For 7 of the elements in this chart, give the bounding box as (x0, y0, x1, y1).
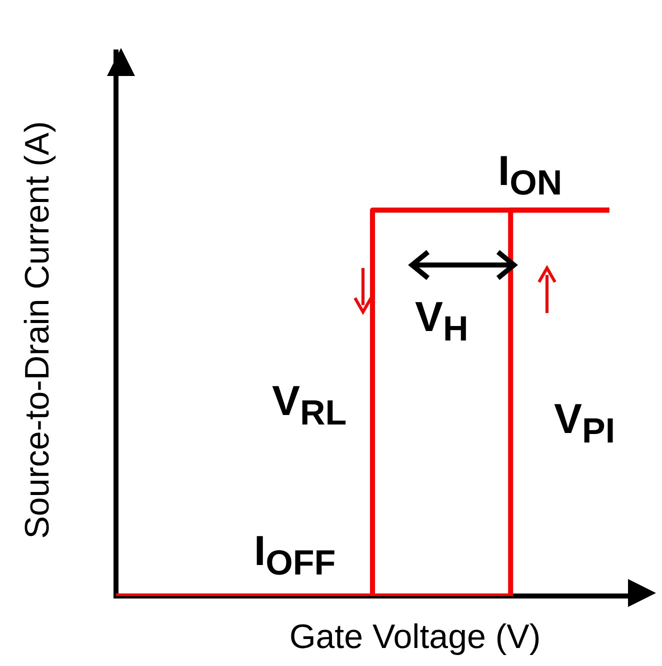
annotation: V$_{H}$ (415, 293, 468, 348)
text: I$_{ON}$ (498, 147, 562, 202)
x-axis-title: Gate Voltage (V) (288, 618, 542, 657)
y-axis-title: Source-to-Drain Current (A) (18, 121, 58, 539)
annotation: V$_{PI}$ (554, 395, 616, 450)
annotation: I$_{OFF}$ (254, 527, 336, 582)
annotation: V$_{RL}$ (272, 377, 347, 432)
